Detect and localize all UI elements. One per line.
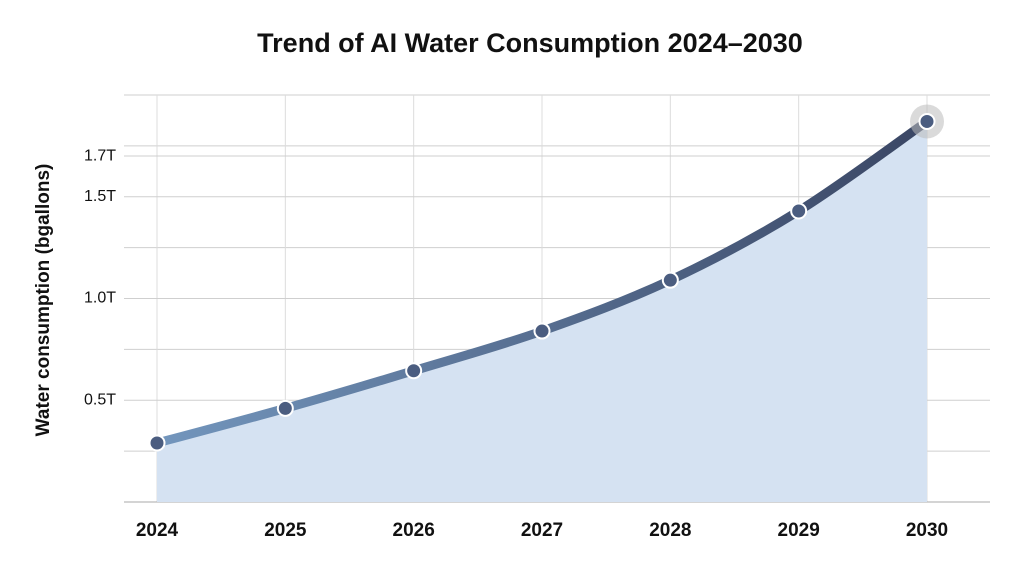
plot-area <box>148 104 944 502</box>
x-tick-label: 2027 <box>521 520 563 541</box>
y-tick-label: 0.5T <box>84 391 116 408</box>
point <box>661 271 679 289</box>
x-tick-label: 2029 <box>778 520 820 541</box>
x-tick-label: 2025 <box>264 520 307 541</box>
x-tick-label: 2030 <box>906 520 948 541</box>
x-tick-label: 2026 <box>393 520 435 541</box>
x-tick-label: 2024 <box>136 520 179 541</box>
x-tick-label: 2028 <box>649 520 691 541</box>
area <box>157 121 927 502</box>
y-tick-label: 1.7T <box>84 147 116 164</box>
y-tick-label: 1.5T <box>84 188 116 205</box>
y-axis-label: Water consumption (bgallons) <box>33 164 54 437</box>
chart-title: Trend of AI Water Consumption 2024–2030 <box>257 28 803 58</box>
point <box>276 399 294 417</box>
point <box>405 362 423 380</box>
point <box>148 434 166 452</box>
y-tick-label: 1.0T <box>84 290 116 307</box>
point <box>918 112 936 130</box>
point <box>790 202 808 220</box>
point <box>533 322 551 340</box>
